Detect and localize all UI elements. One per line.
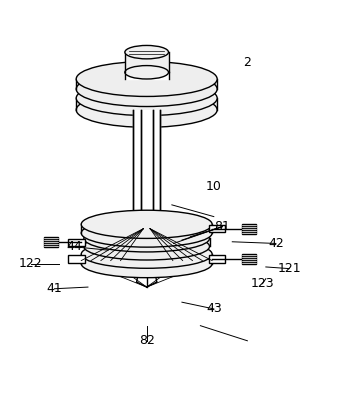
Ellipse shape xyxy=(76,62,217,96)
Polygon shape xyxy=(84,239,210,247)
Text: 121: 121 xyxy=(277,262,301,275)
Text: 41: 41 xyxy=(47,282,62,295)
Polygon shape xyxy=(76,79,217,89)
Text: 44: 44 xyxy=(67,240,83,253)
Text: 43: 43 xyxy=(206,302,222,316)
Text: 2: 2 xyxy=(243,56,251,69)
FancyBboxPatch shape xyxy=(242,224,256,234)
FancyBboxPatch shape xyxy=(242,254,256,264)
Ellipse shape xyxy=(76,81,217,116)
FancyBboxPatch shape xyxy=(209,255,225,263)
Ellipse shape xyxy=(81,240,212,268)
Polygon shape xyxy=(133,110,160,223)
Ellipse shape xyxy=(125,66,168,79)
Text: 81: 81 xyxy=(214,220,230,233)
Ellipse shape xyxy=(84,233,210,260)
FancyBboxPatch shape xyxy=(68,239,85,246)
FancyBboxPatch shape xyxy=(68,255,85,263)
Ellipse shape xyxy=(76,92,217,127)
Polygon shape xyxy=(125,72,168,79)
Polygon shape xyxy=(81,254,212,264)
Ellipse shape xyxy=(81,210,212,239)
Text: 82: 82 xyxy=(139,334,155,347)
Text: 122: 122 xyxy=(19,257,43,270)
Polygon shape xyxy=(76,98,217,110)
FancyBboxPatch shape xyxy=(44,237,58,247)
Ellipse shape xyxy=(125,46,168,59)
Ellipse shape xyxy=(81,219,212,247)
FancyBboxPatch shape xyxy=(209,225,225,233)
Text: 42: 42 xyxy=(268,237,284,250)
Ellipse shape xyxy=(76,72,217,106)
Ellipse shape xyxy=(81,249,212,278)
Polygon shape xyxy=(81,224,212,233)
Text: 10: 10 xyxy=(206,180,222,193)
Polygon shape xyxy=(125,52,168,72)
Text: 123: 123 xyxy=(251,277,274,290)
Ellipse shape xyxy=(84,225,210,252)
